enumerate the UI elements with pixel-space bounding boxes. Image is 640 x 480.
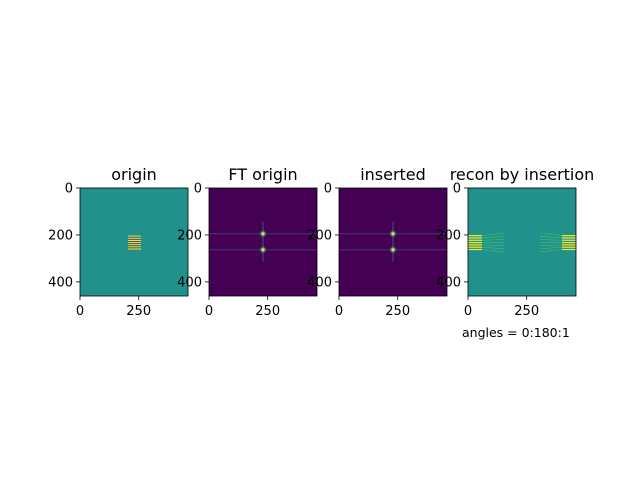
angles-annotation: angles = 0:180:1 [462,325,570,340]
peak-point [391,232,395,235]
y-tick-label: 200 [177,228,202,243]
edge-fringe [539,232,563,236]
stripe-gap [128,236,142,238]
peak-point [261,248,265,251]
stripe-gap [128,245,142,247]
y-tick-label: 0 [324,182,332,197]
y-tick-label: 0 [194,182,202,197]
stripe [128,248,142,250]
y-tick-label: 400 [307,275,332,290]
edge-fringe [481,244,505,247]
edge-fringe [481,232,505,236]
y-tick-label: 200 [436,228,461,243]
subplot-title: origin [111,165,157,184]
y-tick-label: 0 [65,182,73,197]
axes-frame [467,187,577,297]
axes-frame [208,187,318,297]
subplot-1: origin 0 250 0 200 400 [48,165,189,319]
x-tick-label: 0 [335,304,343,319]
subplot-3: inserted 0 250 0 200 400 [307,165,448,319]
y-tick-label: 400 [48,275,73,290]
edge-fringe [481,236,505,239]
stripe [128,237,142,239]
x-tick-label: 250 [255,304,280,319]
stripe-gap [128,238,142,240]
axes-frame [79,187,189,297]
edge-fringe [539,249,563,253]
stripe [128,246,142,248]
stripe [128,242,142,244]
x-tick-label: 0 [76,304,84,319]
stripe [128,244,142,246]
edge-fringe [539,246,563,250]
peak-point [391,248,395,251]
edge-fringe [481,249,505,253]
peak-point [261,232,265,235]
x-tick-label: 250 [514,304,539,319]
subplot-title: recon by insertion [450,165,595,184]
subplot-2: FT origin 0 250 0 200 400 [177,165,318,319]
stripe-gap [128,240,142,243]
edge-fringe [539,239,563,241]
y-tick-label: 400 [177,275,202,290]
y-tick-label: 400 [436,275,461,290]
axes-frame [338,187,448,297]
x-tick-label: 250 [126,304,151,319]
subplot-title: inserted [360,165,426,184]
edge-fringe [481,246,505,250]
x-tick-label: 250 [385,304,410,319]
x-tick-label: 0 [205,304,213,319]
y-tick-label: 0 [453,182,461,197]
y-tick-label: 200 [48,228,73,243]
image-area [468,188,576,296]
edge-fringe [481,239,505,241]
subplot-title: FT origin [228,165,297,184]
stripe-gap [128,247,142,249]
stripe [128,235,142,237]
y-tick-label: 200 [307,228,332,243]
edge-fringe [539,244,563,247]
stripe [128,239,142,241]
x-tick-label: 0 [464,304,472,319]
stripe-gap [128,243,142,245]
edge-fringe [539,236,563,239]
